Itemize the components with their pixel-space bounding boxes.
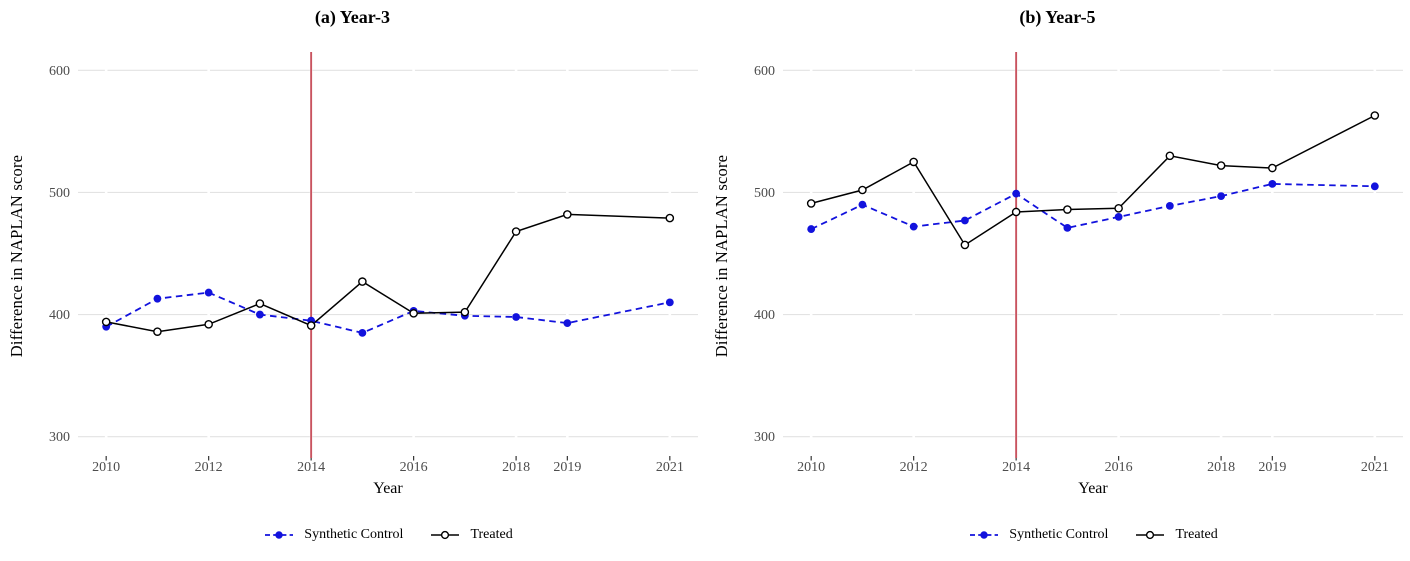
treated-point-2012 [204, 320, 213, 329]
treated-point-2017 [460, 307, 470, 317]
panel-year5-title: (b) Year-5 [1019, 7, 1096, 27]
y-tick-label-300: 300 [49, 430, 70, 445]
treated-key-icon [431, 530, 460, 540]
year5-plot-canvas: 300 400 500 600 2010 2012 2014 2016 2018 2019 2021 [754, 52, 1403, 475]
x-tick-label-2012: 2012 [195, 460, 223, 475]
x-tick-label-2019: 2019 [553, 460, 581, 475]
synthetic-key-marker [980, 531, 988, 539]
treated-point-2021 [1370, 111, 1380, 120]
treated-point-2019 [563, 210, 572, 219]
legend-item-synthetic: Synthetic Control [263, 527, 403, 543]
treated-key-icon [1136, 530, 1165, 540]
legend-label-synthetic: Synthetic Control [1009, 527, 1109, 542]
y-axis-title: Difference in NAPLAN score [7, 154, 26, 358]
legend-label-synthetic: Synthetic Control [304, 527, 404, 542]
legend-item-treated: Treated [1134, 527, 1218, 543]
synthetic-control-point-2017 [1165, 201, 1174, 210]
panel-year3: (a) Year-3 300 400 500 600 2010 2012 2014 2016 2… [7, 7, 698, 546]
treated-point-2018 [511, 227, 521, 236]
x-axis-title: Year [373, 480, 403, 497]
treated-point-2015 [1063, 205, 1072, 214]
panel-year5: (b) Year-5 300 400 500 600 2010 2012 2014 2016 2… [705, 0, 1410, 561]
treated-point-2015 [358, 277, 367, 286]
synthetic-control-point-2018 [1217, 192, 1225, 201]
synthetic-control-point-2013 [961, 216, 969, 225]
synthetic-control-point-2013 [256, 310, 264, 319]
synthetic-control-point-2012 [204, 288, 213, 297]
treated-point-2012 [909, 157, 918, 167]
synthetic-control-point-2019 [1268, 179, 1277, 188]
x-tick-label-2012: 2012 [900, 460, 928, 475]
x-tick-label-2019: 2019 [1258, 460, 1286, 475]
treated-point-2010 [806, 199, 816, 208]
synthetic-key-marker [275, 531, 283, 539]
synthetic-control-point-2014 [1012, 189, 1021, 198]
treated-point-2011 [858, 185, 867, 195]
treated-key-marker [441, 530, 450, 540]
treated-point-2021 [665, 213, 675, 223]
x-tick-label-2018: 2018 [502, 460, 530, 475]
treated-point-2018 [1216, 161, 1226, 170]
y-tick-label-500: 500 [754, 186, 775, 201]
legend-item-synthetic: Synthetic Control [968, 527, 1108, 543]
synthetic-control-point-2015 [1063, 223, 1072, 232]
treated-point-2014 [1011, 207, 1021, 217]
x-tick-label-2014: 2014 [297, 460, 325, 475]
x-axis-title: Year [1078, 480, 1108, 497]
x-tick-label-2016: 2016 [1105, 460, 1133, 475]
synthetic-control-point-2012 [909, 222, 918, 231]
synthetic-control-point-2018 [512, 313, 520, 321]
legend-label-treated: Treated [470, 527, 513, 542]
x-tick-label-2021: 2021 [1361, 460, 1389, 475]
treated-line [811, 114, 1376, 247]
legend-year3: Synthetic Control Treated [78, 524, 698, 546]
year3-plot-canvas: 300 400 500 600 2010 2012 2014 2016 2018 2019 2021 [49, 52, 698, 475]
y-tick-label-400: 400 [754, 308, 775, 323]
treated-key-marker [1146, 530, 1155, 540]
synthetic-control-point-2015 [358, 328, 367, 337]
synthetic-control-line [810, 182, 1375, 230]
treated-point-2016 [409, 309, 418, 318]
treated-point-2011 [153, 327, 162, 336]
legend-item-treated: Treated [429, 527, 513, 543]
synthetic-key-icon [265, 531, 294, 539]
treated-point-2013 [960, 240, 970, 250]
synthetic-control-point-2011 [858, 200, 867, 209]
synthetic-control-point-2010 [807, 225, 816, 233]
y-tick-label-600: 600 [49, 64, 70, 79]
y-tick-label-600: 600 [754, 64, 775, 79]
y-tick-label-300: 300 [754, 430, 775, 445]
x-tick-label-2018: 2018 [1207, 460, 1235, 475]
treated-point-2016 [1114, 204, 1123, 213]
synthetic-control-point-2021 [665, 298, 674, 307]
y-axis-title: Difference in NAPLAN score [712, 154, 731, 358]
synthetic-control-point-2011 [153, 294, 162, 303]
x-tick-label-2010: 2010 [92, 460, 120, 475]
treated-point-2017 [1165, 151, 1175, 161]
treated-point-2014 [306, 321, 316, 330]
synthetic-control-point-2021 [1370, 182, 1379, 191]
synthetic-key-icon [970, 531, 999, 539]
legend-year5: Synthetic Control Treated [783, 524, 1403, 546]
x-tick-label-2016: 2016 [400, 460, 428, 475]
x-tick-label-2014: 2014 [1002, 460, 1030, 475]
synthetic-control-point-2019 [563, 319, 572, 328]
treated-point-2013 [255, 299, 265, 308]
synthetic-control-point-2016 [1114, 212, 1123, 221]
treated-point-2010 [101, 317, 111, 327]
treated-point-2019 [1268, 163, 1277, 173]
y-tick-label-400: 400 [49, 308, 70, 323]
panel-year3-title: (a) Year-3 [314, 7, 391, 27]
y-tick-label-500: 500 [49, 186, 70, 201]
legend-label-treated: Treated [1175, 527, 1218, 542]
x-tick-label-2021: 2021 [656, 460, 684, 475]
x-tick-label-2010: 2010 [797, 460, 825, 475]
